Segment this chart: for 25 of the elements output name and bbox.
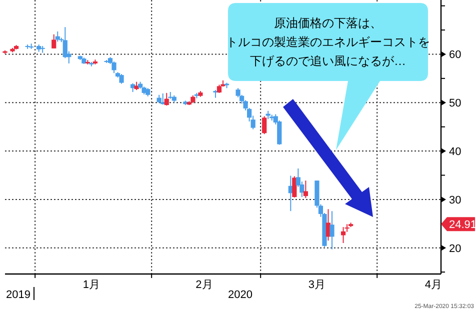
- candlestick: [112, 60, 116, 74]
- candlestick: [292, 176, 297, 198]
- annotation: 下げるので追い風になるが…: [250, 54, 406, 68]
- annotation: トルコの製造業のエネルギーコストを: [226, 35, 430, 49]
- x-tick-label: 1月: [82, 279, 100, 291]
- x-tick-label: 3月: [308, 279, 326, 291]
- y-tick-label: 50: [449, 98, 462, 110]
- candlestick: [164, 92, 169, 106]
- text: 2019: [6, 289, 30, 301]
- candlestick: [119, 74, 124, 84]
- x-tick-label: 2月: [196, 279, 213, 291]
- y-tick-label: 20: [449, 242, 462, 255]
- x-tick-label: 4月: [424, 279, 442, 291]
- candlestick: [303, 180, 308, 198]
- candlestick: [330, 210, 334, 250]
- text: 24.91: [449, 219, 476, 232]
- candlestick: [340, 226, 346, 244]
- y-tick-label: 30: [449, 194, 462, 206]
- text: 2020: [228, 289, 252, 301]
- y-tick-label: 40: [449, 146, 462, 158]
- candlestick: [262, 116, 267, 135]
- y-tick-label: 60: [449, 49, 462, 62]
- callout: 原油価格の下落は、 トルコの製造業のエネルギーコストを 下げるので追い風になるが…: [226, 3, 430, 150]
- annotation: 原油価格の下落は、: [274, 16, 382, 30]
- candlestick: [52, 34, 56, 49]
